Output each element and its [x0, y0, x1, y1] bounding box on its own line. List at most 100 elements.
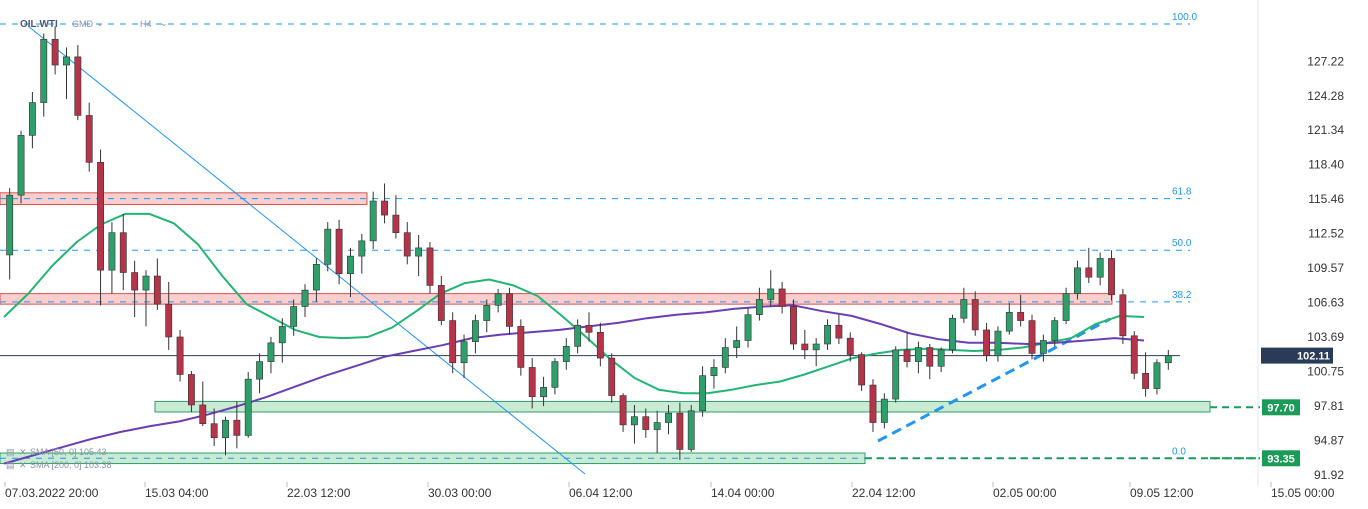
candle[interactable]: [1074, 260, 1081, 300]
candle[interactable]: [153, 258, 161, 311]
candle[interactable]: [949, 314, 956, 354]
candle[interactable]: [744, 307, 752, 348]
candle[interactable]: [381, 183, 388, 224]
candle[interactable]: [676, 402, 684, 461]
candle[interactable]: [926, 344, 934, 380]
candle[interactable]: [983, 322, 990, 362]
candle[interactable]: [733, 326, 741, 359]
candle[interactable]: [892, 346, 900, 403]
candle[interactable]: [1164, 349, 1172, 370]
candle[interactable]: [347, 247, 354, 298]
candle[interactable]: [1039, 334, 1047, 362]
resistance-zone[interactable]: [0, 293, 1113, 305]
support-zone[interactable]: [154, 400, 1211, 413]
candle[interactable]: [199, 381, 207, 427]
candle[interactable]: [778, 281, 786, 314]
candle[interactable]: [790, 299, 797, 350]
candle[interactable]: [528, 358, 536, 409]
timeframe-label[interactable]: H4: [140, 19, 152, 29]
candle[interactable]: [494, 288, 502, 313]
candle[interactable]: [460, 334, 468, 378]
candle[interactable]: [369, 191, 377, 250]
candle[interactable]: [28, 92, 36, 149]
candle[interactable]: [631, 404, 638, 444]
candle[interactable]: [188, 370, 195, 412]
candle[interactable]: [1051, 317, 1059, 347]
candle[interactable]: [403, 222, 411, 265]
candle[interactable]: [721, 338, 729, 374]
candle[interactable]: [846, 332, 854, 362]
candle[interactable]: [1005, 302, 1013, 335]
close-icon[interactable]: ✕: [19, 460, 27, 470]
candle[interactable]: [812, 338, 820, 367]
candle[interactable]: [574, 319, 582, 354]
candle[interactable]: [914, 341, 922, 374]
candle[interactable]: [437, 276, 445, 326]
candle[interactable]: [1085, 247, 1093, 284]
candle[interactable]: [971, 291, 979, 336]
candle[interactable]: [233, 401, 241, 449]
close-icon[interactable]: ✕: [19, 447, 27, 457]
candle[interactable]: [222, 416, 229, 456]
candle[interactable]: [63, 47, 70, 100]
candle[interactable]: [108, 222, 116, 294]
candle[interactable]: [74, 45, 82, 121]
candle[interactable]: [471, 314, 479, 354]
candle[interactable]: [244, 372, 252, 438]
candle[interactable]: [653, 410, 661, 454]
candle[interactable]: [880, 393, 888, 429]
candle[interactable]: [801, 329, 809, 360]
candle[interactable]: [335, 219, 343, 285]
candle[interactable]: [392, 195, 400, 239]
candle[interactable]: [312, 258, 320, 302]
candle[interactable]: [835, 314, 843, 345]
candle[interactable]: [6, 188, 14, 280]
candle[interactable]: [358, 233, 366, 274]
candle[interactable]: [40, 33, 48, 117]
candle[interactable]: [1130, 331, 1138, 380]
candle[interactable]: [687, 404, 695, 452]
candle[interactable]: [551, 358, 559, 395]
candle[interactable]: [426, 242, 434, 294]
candle[interactable]: [710, 359, 718, 389]
candle[interactable]: [540, 376, 547, 407]
descending-trendline[interactable]: [27, 25, 586, 475]
candle[interactable]: [278, 318, 286, 363]
candle[interactable]: [585, 312, 593, 342]
settings-icon[interactable]: ▤: [6, 447, 15, 457]
candle[interactable]: [824, 319, 831, 350]
candle[interactable]: [449, 312, 457, 374]
candle[interactable]: [267, 336, 275, 374]
price-axis[interactable]: 127.22 124.28 121.34 118.40 115.46 112.52 109.…: [1261, 54, 1344, 482]
candle[interactable]: [960, 287, 968, 323]
candle[interactable]: [619, 393, 627, 432]
candle[interactable]: [1028, 314, 1036, 360]
candle[interactable]: [1062, 287, 1070, 325]
candle[interactable]: [1017, 294, 1025, 327]
candle[interactable]: [17, 130, 25, 204]
candle[interactable]: [119, 213, 127, 291]
chevron-down-icon[interactable]: ⌄: [96, 18, 104, 28]
candle[interactable]: [483, 299, 491, 333]
candle[interactable]: [869, 379, 877, 432]
candle[interactable]: [562, 338, 570, 370]
candle[interactable]: [937, 347, 945, 373]
candle[interactable]: [1119, 288, 1127, 345]
candle[interactable]: [1108, 250, 1115, 301]
candle[interactable]: [1153, 359, 1161, 395]
candle[interactable]: [290, 299, 298, 336]
candle[interactable]: [608, 353, 616, 403]
candle[interactable]: [665, 404, 672, 435]
time-axis[interactable]: 07.03.2022 20:00 15.03 04:00 22.03 12:00 30…: [4, 482, 1335, 500]
candle[interactable]: [755, 287, 763, 321]
candle[interactable]: [596, 322, 604, 367]
candle[interactable]: [85, 102, 93, 172]
ascending-trendline[interactable]: [877, 317, 1111, 443]
candle[interactable]: [142, 270, 150, 327]
settings-icon[interactable]: ▤: [6, 460, 15, 470]
candle[interactable]: [517, 319, 525, 376]
candle[interactable]: [301, 284, 309, 318]
candle[interactable]: [1142, 352, 1150, 397]
candle[interactable]: [506, 287, 513, 335]
